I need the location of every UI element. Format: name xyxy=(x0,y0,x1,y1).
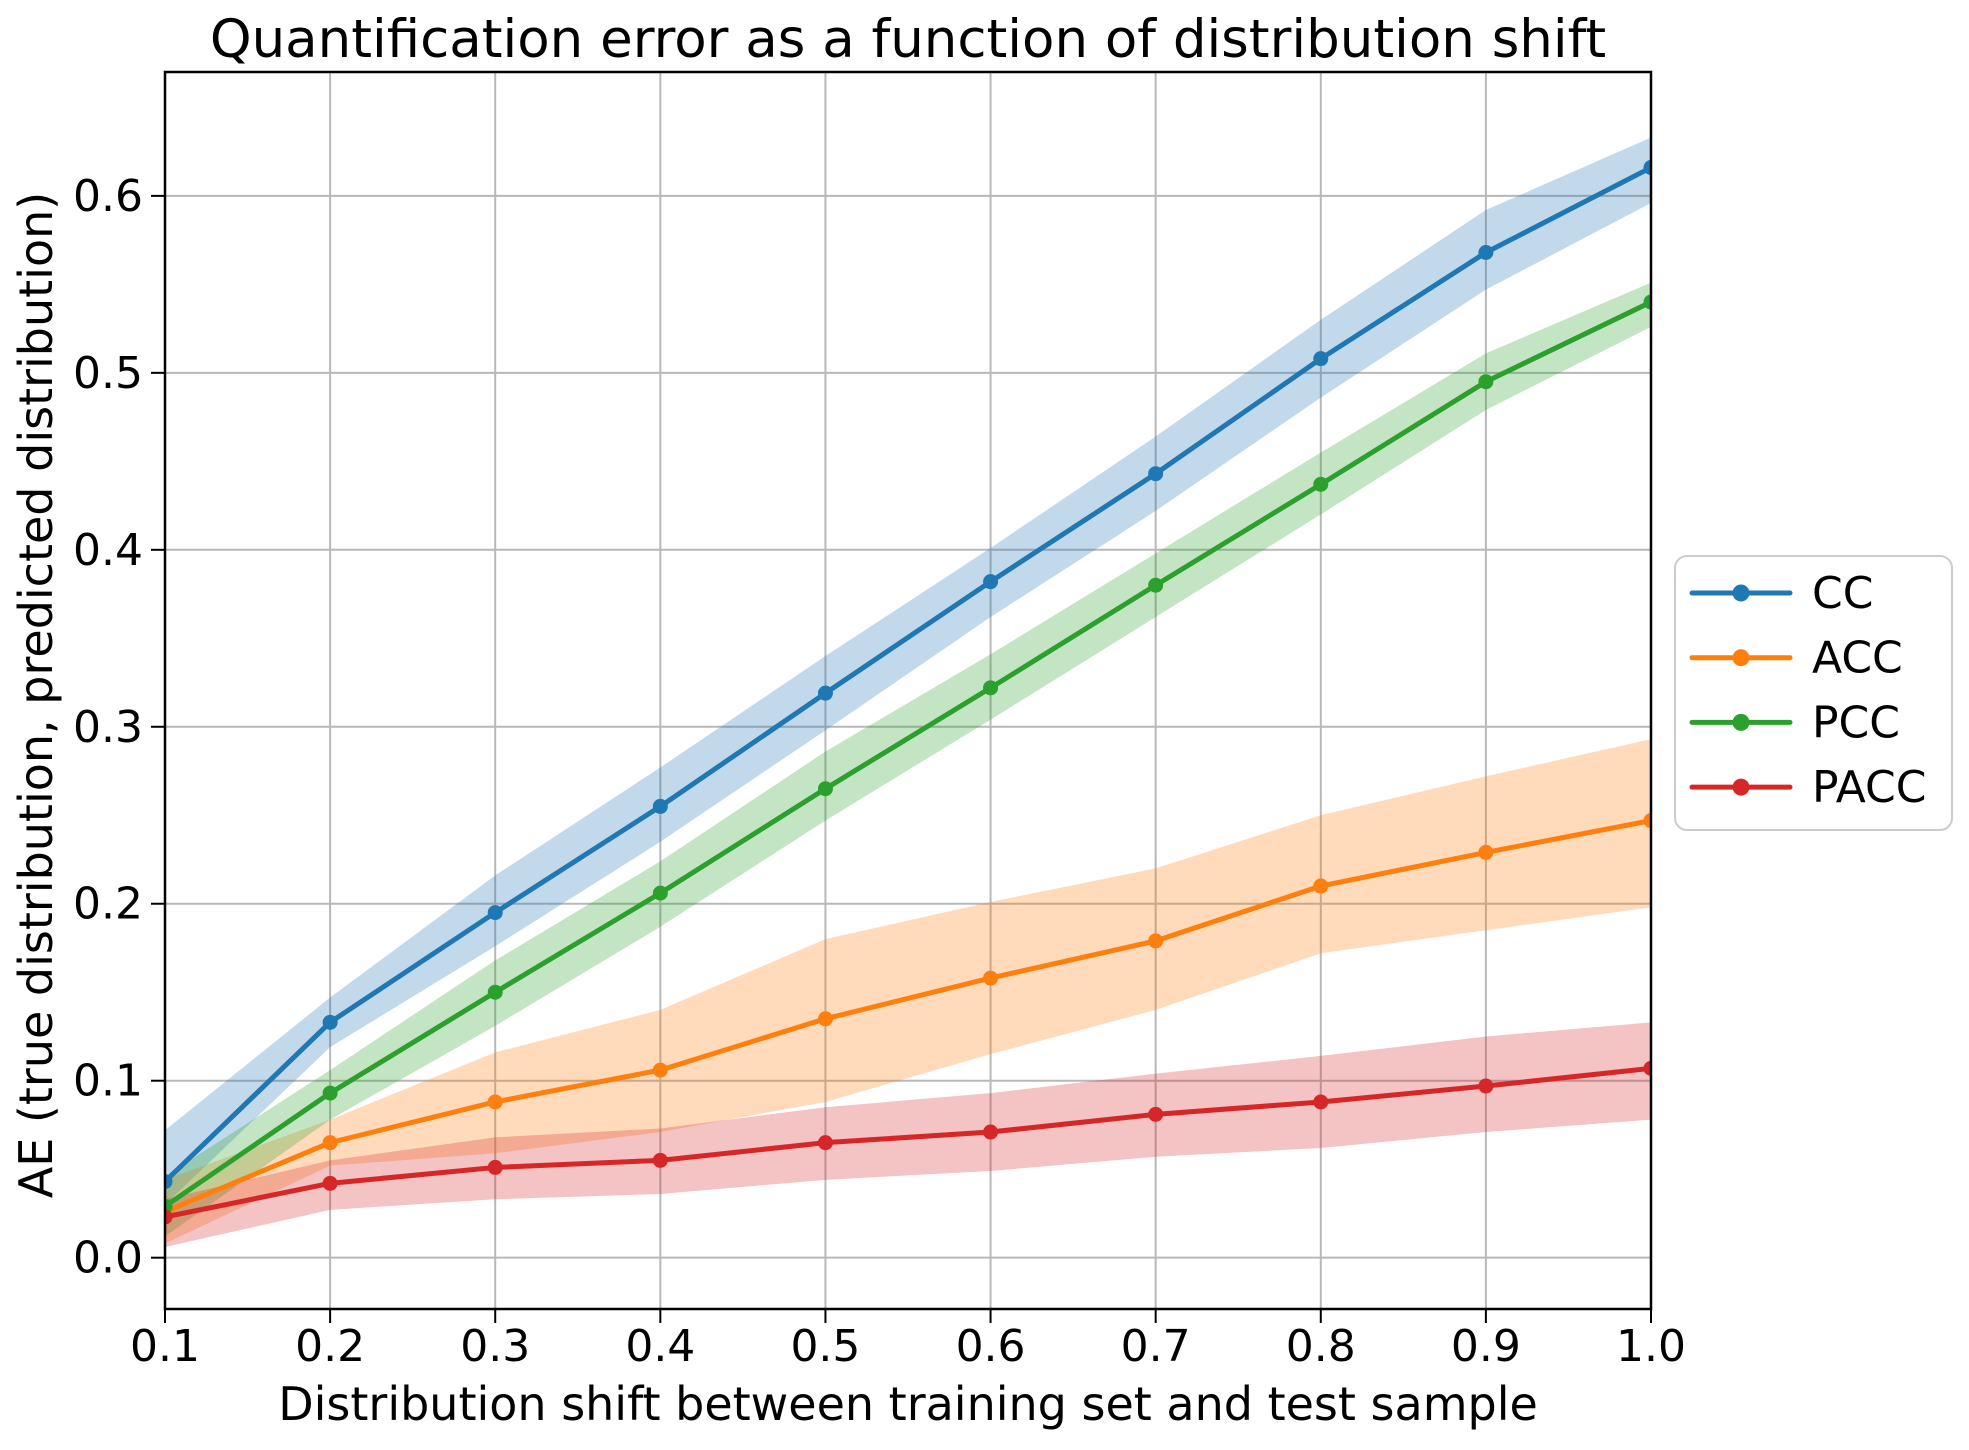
series-band-PACC xyxy=(165,1022,1651,1248)
y-tick-label: 0.6 xyxy=(73,171,143,222)
data-point-PCC xyxy=(1313,476,1329,492)
legend-marker-PACC xyxy=(1732,778,1750,796)
y-tick-label: 0.4 xyxy=(73,525,143,576)
data-point-PCC xyxy=(652,885,668,901)
data-point-PACC xyxy=(1313,1094,1329,1110)
legend-label-ACC: ACC xyxy=(1812,633,1903,684)
data-point-PCC xyxy=(322,1085,338,1101)
x-tick-label: 0.8 xyxy=(1286,1321,1356,1372)
data-point-CC xyxy=(165,1174,173,1190)
x-axis-label: Distribution shift between training set … xyxy=(278,1377,1538,1431)
frame-layer xyxy=(163,70,1653,1311)
y-tick-label: 0.3 xyxy=(73,702,143,753)
data-point-ACC xyxy=(1313,878,1329,894)
legend-label-CC: CC xyxy=(1812,568,1873,619)
x-tick-label: 0.2 xyxy=(295,1321,365,1372)
data-point-ACC xyxy=(652,1062,668,1078)
data-point-ACC xyxy=(1148,933,1164,949)
series-line-ACC xyxy=(165,818,1651,1215)
data-point-ACC xyxy=(817,1011,833,1027)
x-tick-label: 0.4 xyxy=(625,1321,695,1372)
data-point-ACC xyxy=(322,1135,338,1151)
data-point-ACC xyxy=(983,970,999,986)
data-point-CC xyxy=(487,905,503,921)
data-point-PCC xyxy=(1478,374,1494,390)
data-point-PCC xyxy=(1148,577,1164,593)
data-point-ACC xyxy=(487,1094,503,1110)
x-tick-label: 0.7 xyxy=(1121,1321,1191,1372)
data-point-CC xyxy=(817,685,833,701)
data-point-CC xyxy=(652,798,668,814)
data-point-PACC xyxy=(983,1124,999,1140)
data-point-CC xyxy=(1643,160,1651,176)
series-line-PCC xyxy=(165,299,1651,1209)
data-point-ACC xyxy=(1643,813,1651,829)
data-point-PCC xyxy=(817,781,833,797)
data-point-CC xyxy=(983,574,999,590)
legend-marker-ACC xyxy=(1732,649,1750,667)
y-axis-label: AE (true distribution, predicted distrib… xyxy=(9,192,63,1198)
legend-marker-CC xyxy=(1732,584,1750,602)
chart-title: Quantification error as a function of di… xyxy=(210,9,1606,70)
series-layer xyxy=(165,160,1651,1225)
data-point-PACC xyxy=(322,1175,338,1191)
series-band-ACC xyxy=(165,739,1651,1244)
legend-marker-PCC xyxy=(1732,713,1750,731)
data-point-PACC xyxy=(1148,1106,1164,1122)
x-tick-label: 0.9 xyxy=(1451,1321,1521,1372)
x-tick-label: 0.1 xyxy=(130,1321,200,1372)
legend: CC ACC PCC PACC xyxy=(1674,555,1953,831)
legend-label-PCC: PCC xyxy=(1812,697,1900,748)
x-tick-label: 1.0 xyxy=(1616,1321,1686,1372)
data-point-PCC xyxy=(983,680,999,696)
legend-label-PACC: PACC xyxy=(1812,762,1927,813)
data-point-ACC xyxy=(1478,844,1494,860)
data-point-PACC xyxy=(1478,1078,1494,1094)
data-point-PACC xyxy=(817,1135,833,1151)
data-point-PACC xyxy=(487,1159,503,1175)
tick-layer: 0.1 0.2 0.3 0.4 0.5 0.6 0.7 0.8 0.9 1.0 0.0 0.1 0.2 0… xyxy=(73,171,1686,1372)
x-tick-label: 0.6 xyxy=(956,1321,1026,1372)
data-point-CC xyxy=(1478,245,1494,261)
series-line-CC xyxy=(165,165,1651,1185)
band-layer xyxy=(165,137,1651,1248)
data-point-PACC xyxy=(1643,1060,1651,1076)
y-tick-label: 0.0 xyxy=(73,1233,143,1284)
legend-box xyxy=(1674,555,1953,831)
data-point-PCC xyxy=(487,984,503,1000)
y-tick-label: 0.2 xyxy=(73,879,143,930)
data-point-PACC xyxy=(165,1209,173,1225)
data-point-PCC xyxy=(1643,294,1651,310)
data-point-PACC xyxy=(652,1152,668,1168)
data-point-CC xyxy=(322,1014,338,1030)
data-point-CC xyxy=(1313,351,1329,367)
data-point-CC xyxy=(1148,466,1164,482)
series-band-CC xyxy=(165,137,1651,1205)
y-tick-label: 0.1 xyxy=(73,1056,143,1107)
series-band-PCC xyxy=(165,282,1651,1237)
y-tick-label: 0.5 xyxy=(73,348,143,399)
series-line-PACC xyxy=(165,1065,1651,1220)
plot-border xyxy=(163,70,1653,1311)
x-tick-label: 0.5 xyxy=(790,1321,860,1372)
x-tick-label: 0.3 xyxy=(460,1321,530,1372)
